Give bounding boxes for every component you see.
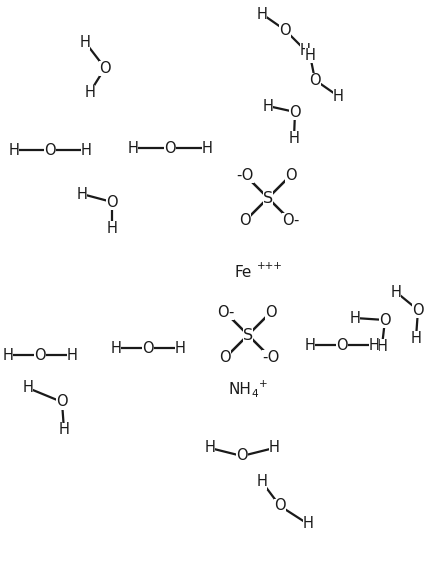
Text: H: H <box>9 143 20 157</box>
Text: H: H <box>349 311 360 326</box>
Text: O: O <box>289 104 300 120</box>
Text: H: H <box>302 517 313 531</box>
Text: H: H <box>268 440 279 456</box>
Text: H: H <box>376 339 387 353</box>
Text: H: H <box>80 143 91 157</box>
Text: H: H <box>288 130 299 146</box>
Text: O: O <box>34 348 46 363</box>
Text: H: H <box>256 6 267 22</box>
Text: H: H <box>204 440 215 456</box>
Text: O: O <box>56 394 68 410</box>
Text: H: H <box>256 474 267 490</box>
Text: O: O <box>284 168 296 183</box>
Text: O: O <box>106 194 118 210</box>
Text: O: O <box>236 448 247 464</box>
Text: +: + <box>258 379 267 389</box>
Text: O: O <box>264 305 276 320</box>
Text: O: O <box>378 312 390 328</box>
Text: H: H <box>127 140 138 156</box>
Text: H: H <box>332 89 343 103</box>
Text: H: H <box>174 340 185 356</box>
Text: H: H <box>79 35 90 49</box>
Text: H: H <box>110 340 121 356</box>
Text: H: H <box>3 348 13 363</box>
Text: O: O <box>279 22 290 38</box>
Text: H: H <box>410 330 421 346</box>
Text: O: O <box>219 350 230 365</box>
Text: O: O <box>142 340 154 356</box>
Text: H: H <box>304 48 315 62</box>
Text: O: O <box>411 302 423 318</box>
Text: H: H <box>66 348 77 363</box>
Text: S: S <box>242 328 253 342</box>
Text: H: H <box>76 187 87 201</box>
Text: -O: -O <box>261 350 279 365</box>
Text: H: H <box>299 42 310 58</box>
Text: NH: NH <box>227 383 250 397</box>
Text: O-: O- <box>216 305 233 320</box>
Text: H: H <box>390 285 401 299</box>
Text: Fe: Fe <box>234 265 252 279</box>
Text: H: H <box>23 380 33 396</box>
Text: H: H <box>84 85 95 100</box>
Text: H: H <box>59 423 69 437</box>
Text: H: H <box>106 221 117 235</box>
Text: O: O <box>335 338 347 353</box>
Text: -O: -O <box>236 168 253 183</box>
Text: O: O <box>239 213 250 228</box>
Text: O: O <box>164 140 175 156</box>
Text: O: O <box>273 498 285 514</box>
Text: H: H <box>368 338 378 353</box>
Text: H: H <box>201 140 212 156</box>
Text: H: H <box>304 338 315 353</box>
Text: 4: 4 <box>250 389 257 399</box>
Text: O: O <box>99 60 111 76</box>
Text: +++: +++ <box>256 261 282 271</box>
Text: O-: O- <box>281 213 299 228</box>
Text: O: O <box>309 73 320 87</box>
Text: O: O <box>44 143 56 157</box>
Text: H: H <box>262 99 273 113</box>
Text: S: S <box>262 191 273 205</box>
